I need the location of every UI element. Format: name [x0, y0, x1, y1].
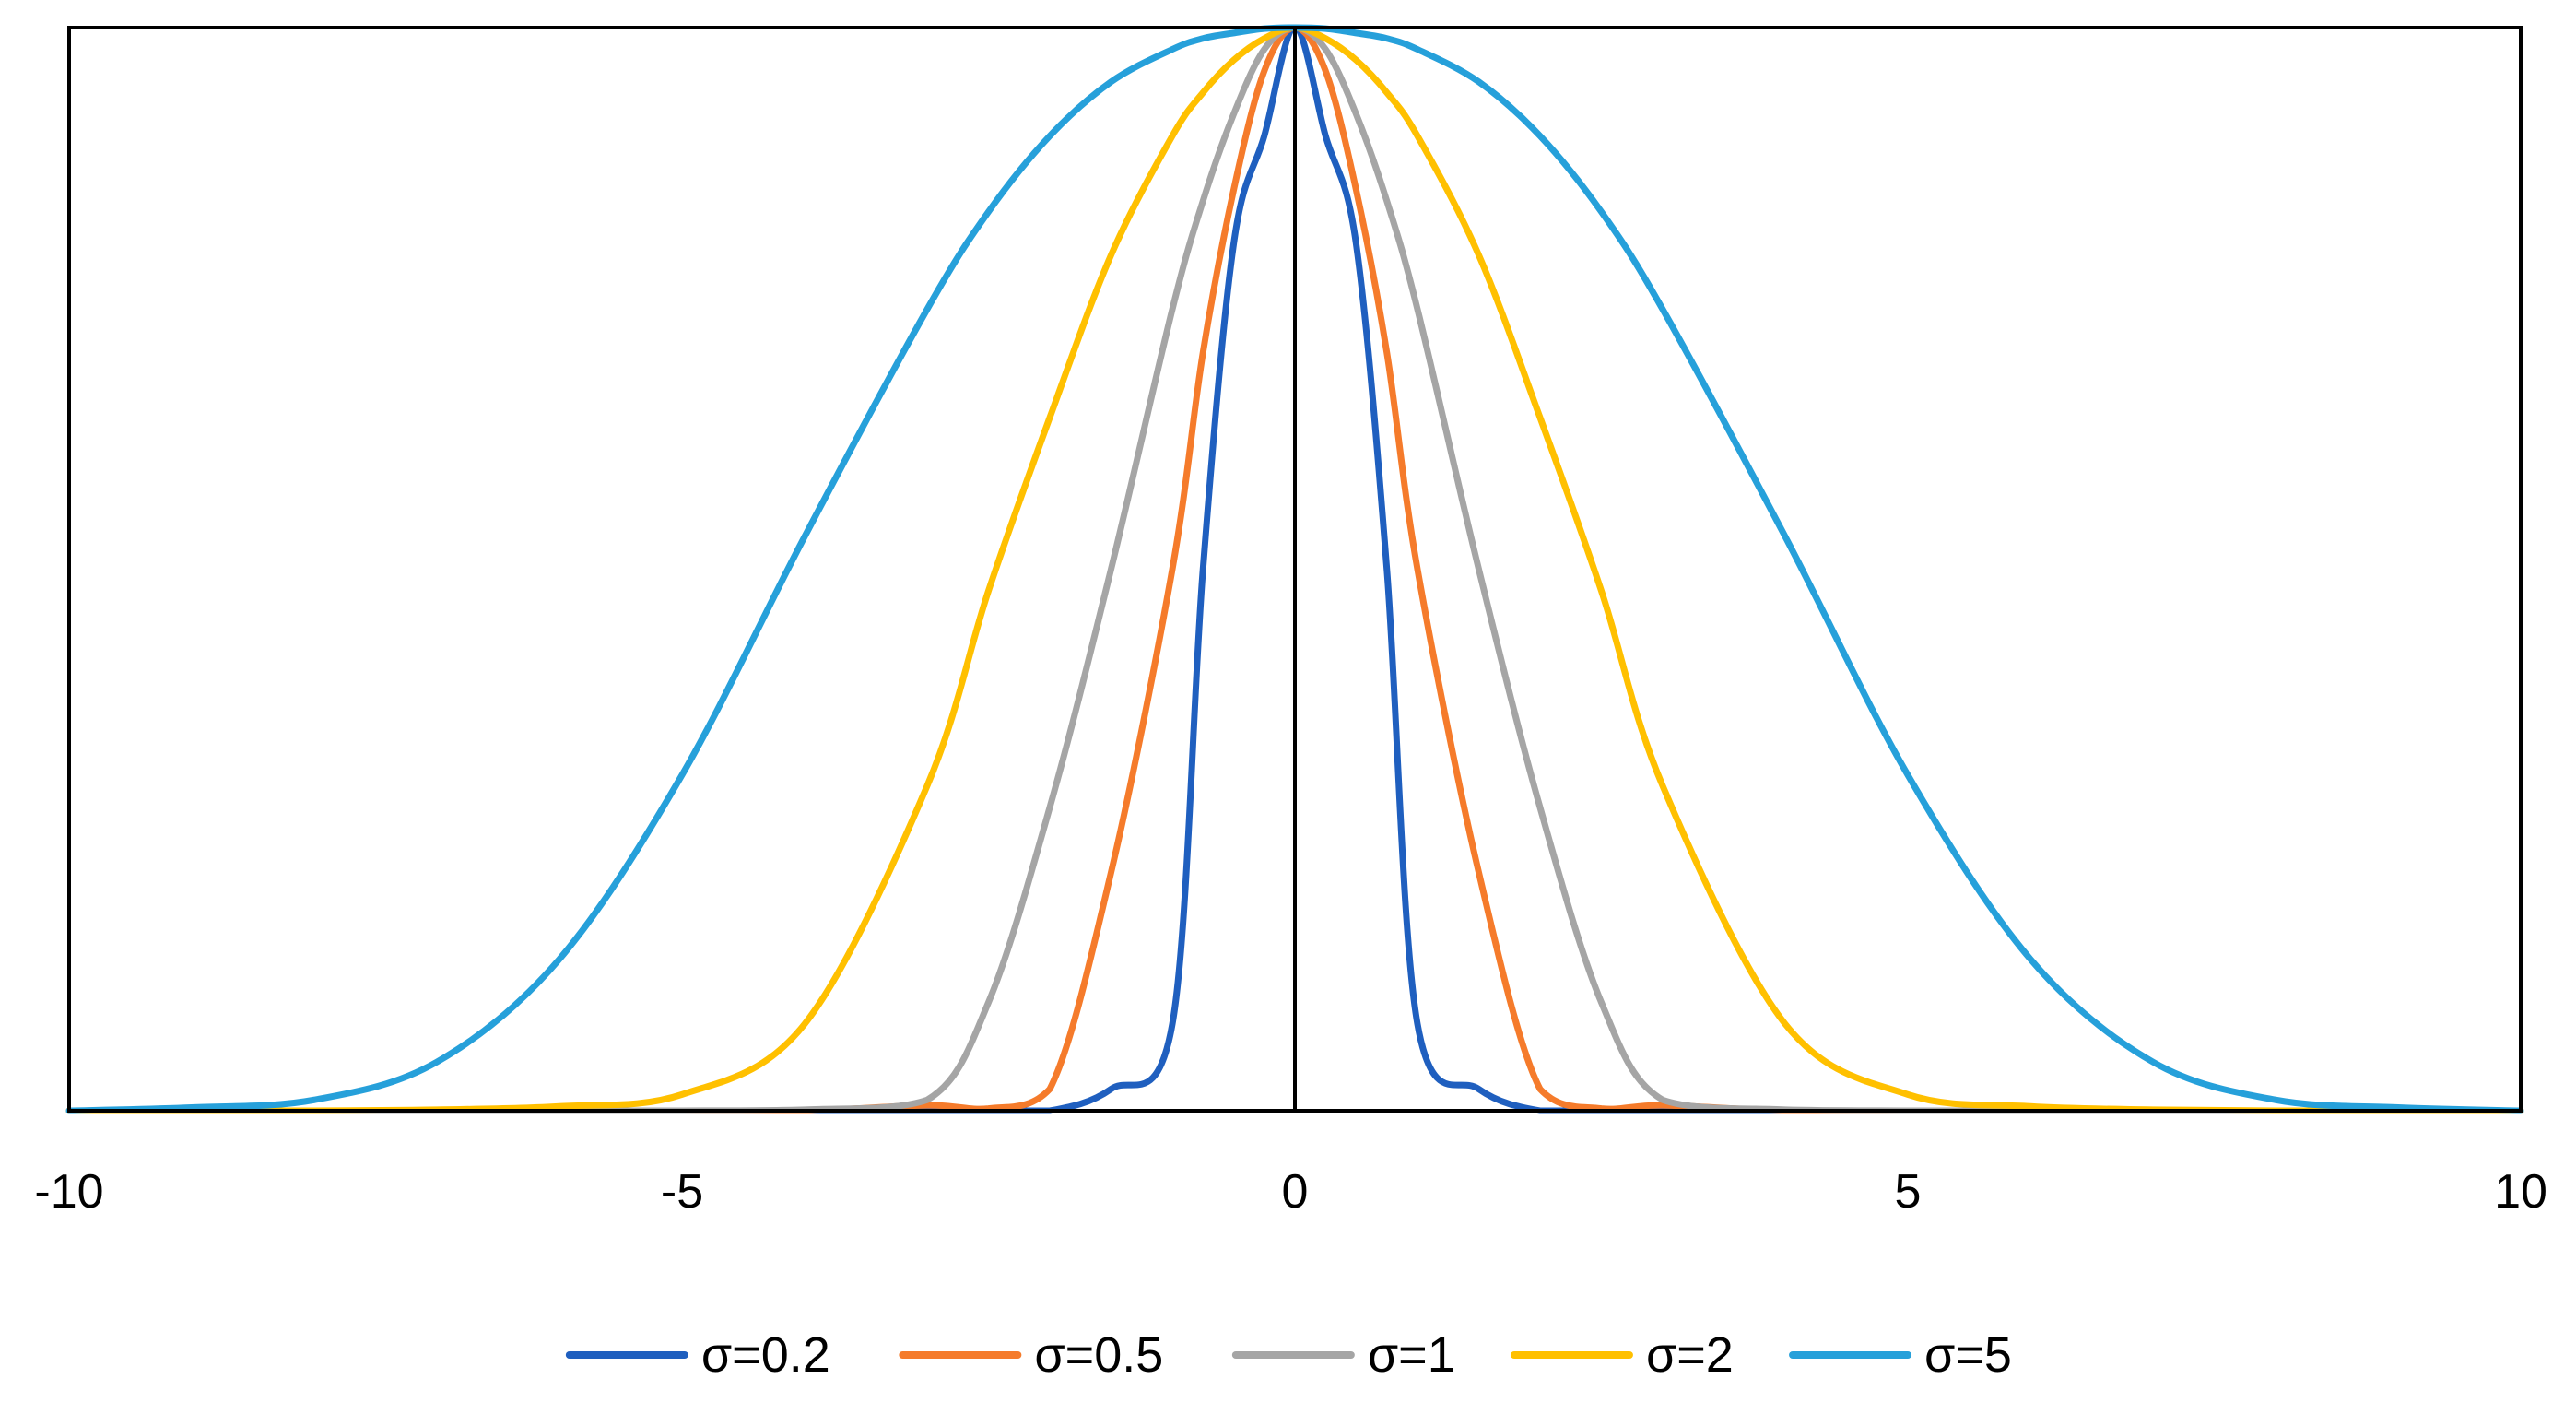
legend-label: σ=1 — [1368, 1327, 1455, 1383]
legend-label: σ=5 — [1924, 1327, 2012, 1383]
legend-item: σ=0.2 — [565, 1327, 830, 1383]
tick-label-layer: -10 -5 0 5 10 — [34, 1165, 2547, 1219]
legend-item: σ=1 — [1231, 1327, 1455, 1383]
x-tick-label: -10 — [34, 1165, 103, 1219]
x-tick-label: 0 — [1282, 1165, 1309, 1219]
legend-label: σ=2 — [1646, 1327, 1734, 1383]
legend-label: σ=0.5 — [1034, 1327, 1163, 1383]
x-tick-label: -5 — [661, 1165, 703, 1219]
legend-item: σ=5 — [1789, 1327, 2012, 1383]
x-tick-label: 10 — [2494, 1165, 2547, 1219]
legend: σ=0.2 σ=0.5 σ=1 σ=2 σ=5 — [565, 1327, 2012, 1383]
axes-layer — [67, 26, 2523, 1113]
legend-item: σ=0.5 — [899, 1327, 1163, 1383]
x-tick-label: 5 — [1895, 1165, 1922, 1219]
legend-item: σ=2 — [1510, 1327, 1734, 1383]
legend-label: σ=0.2 — [701, 1327, 830, 1383]
